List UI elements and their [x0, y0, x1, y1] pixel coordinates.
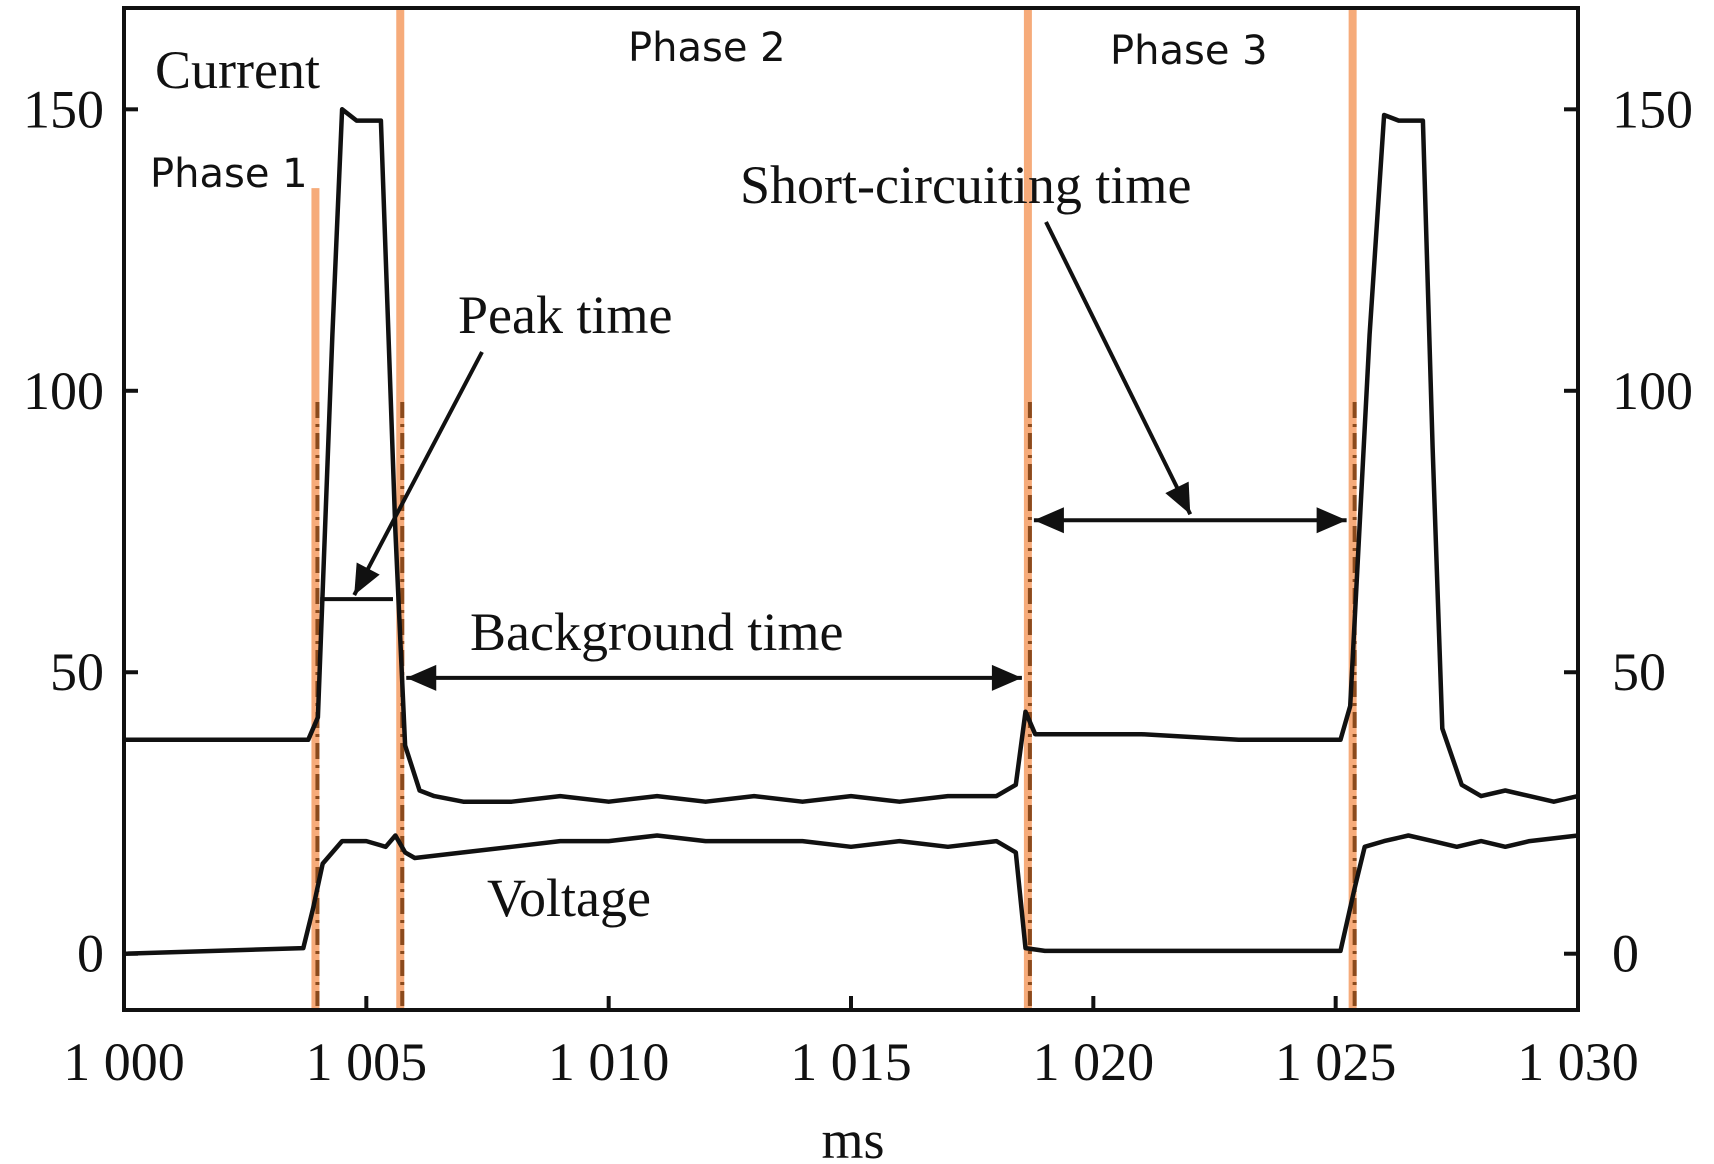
y-tick-label: 0: [77, 924, 104, 984]
x-tick-label: 1 025: [1275, 1032, 1397, 1092]
right-y-tick-label: 0: [1612, 924, 1639, 984]
phase1-label: Phase 1: [150, 151, 308, 197]
x-tick-label: 1 010: [548, 1032, 670, 1092]
peak-time-label: Peak time: [458, 285, 672, 345]
y-tick-label: 100: [23, 361, 104, 421]
y-tick-label: 50: [50, 642, 104, 702]
x-tick-label: 1 020: [1033, 1032, 1155, 1092]
phase2-label: Phase 2: [628, 25, 786, 71]
y-tick-label: 150: [23, 79, 104, 139]
phase3-label: Phase 3: [1110, 28, 1268, 74]
x-tick-label: 1 000: [63, 1032, 185, 1092]
right-y-tick-label: 50: [1612, 642, 1666, 702]
x-tick-label: 1 005: [306, 1032, 428, 1092]
current-label: Current: [155, 40, 320, 100]
voltage-label: Voltage: [487, 868, 651, 928]
x-tick-label: 1 015: [790, 1032, 912, 1092]
short-circuiting-time-label: Short-circuiting time: [740, 155, 1191, 215]
x-tick-label: 1 030: [1517, 1032, 1639, 1092]
right-y-tick-label: 150: [1612, 79, 1693, 139]
background-time-label: Background time: [470, 602, 843, 662]
x-axis-label: ms: [821, 1110, 884, 1164]
right-y-tick-label: 100: [1612, 361, 1693, 421]
